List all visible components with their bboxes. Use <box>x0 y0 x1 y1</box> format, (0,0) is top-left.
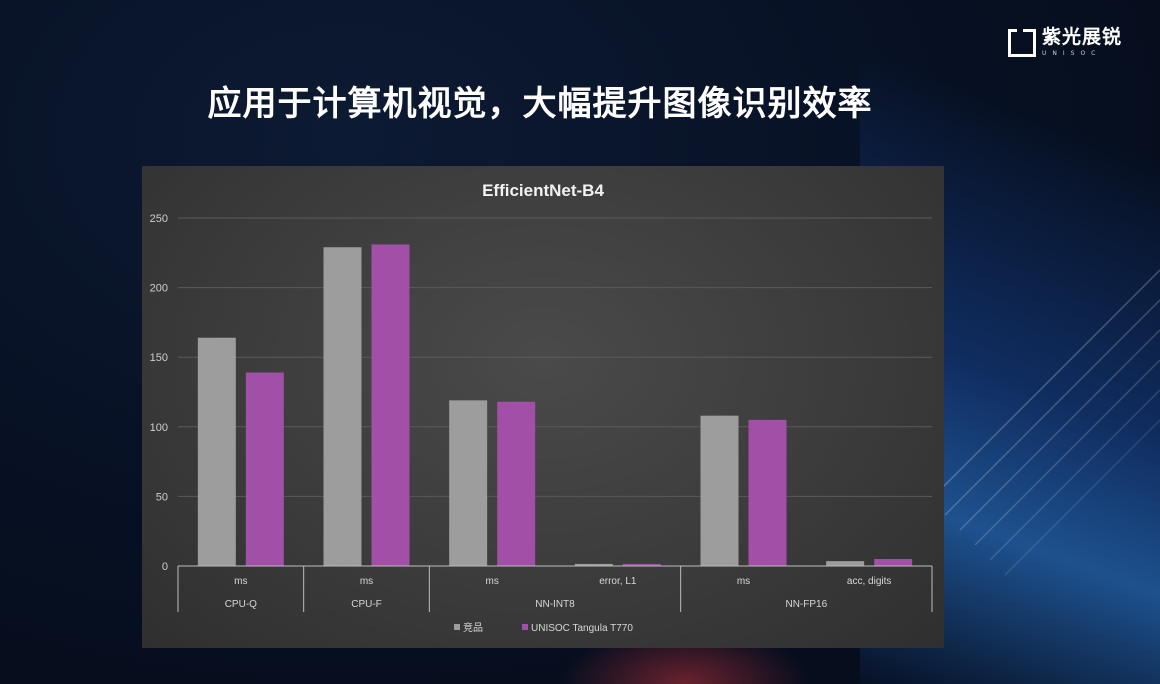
bar-unisoc <box>622 563 661 566</box>
x-axis: ms ms ms error, L1 ms acc, digits CPU-Q CPU-F NN… <box>177 565 933 612</box>
bar-unisoc <box>245 372 284 566</box>
chart-panel: EfficientNet-B4 0 50 100 150 200 250 ms ms ms er… <box>142 166 944 648</box>
y-tick-label: 50 <box>156 491 168 503</box>
bar-chart: EfficientNet-B4 0 50 100 150 200 250 ms ms ms er… <box>150 181 933 634</box>
x-group-label: NN-INT8 <box>535 599 575 610</box>
y-tick-label: 0 <box>162 561 168 573</box>
bar-unisoc <box>748 419 787 566</box>
y-tick-label: 250 <box>150 213 168 225</box>
brand-logo: 紫光展锐 UNISOC <box>1007 26 1122 57</box>
unisoc-logo-icon <box>1007 28 1036 57</box>
legend-swatch <box>454 624 460 630</box>
bars <box>197 244 913 566</box>
legend-label: UNISOC Tangula T770 <box>531 623 633 634</box>
chart-title: EfficientNet-B4 <box>482 181 604 200</box>
x-tick-label: ms <box>360 576 373 587</box>
brand-name: 紫光展锐 <box>1041 26 1122 48</box>
bar-competitor <box>574 563 613 566</box>
brand-subtitle: UNISOC <box>1041 50 1102 57</box>
x-tick-label: ms <box>234 576 247 587</box>
bar-competitor <box>323 247 362 566</box>
x-group-label: NN-FP16 <box>785 599 827 610</box>
x-tick-label: error, L1 <box>599 576 637 587</box>
bar-unisoc <box>874 559 913 566</box>
legend-swatch <box>522 624 528 630</box>
page-title: 应用于计算机视觉，大幅提升图像识别效率 <box>207 84 873 124</box>
y-tick-label: 200 <box>150 283 168 295</box>
bar-competitor <box>826 561 865 566</box>
legend-label: 竞品 <box>463 621 483 634</box>
bar-competitor <box>449 400 488 566</box>
bar-unisoc <box>497 401 536 566</box>
bar-unisoc <box>371 244 410 566</box>
x-tick-label: ms <box>737 576 750 587</box>
bar-competitor <box>197 337 236 566</box>
diagonal-lines-decoration <box>929 269 1160 576</box>
x-group-label: CPU-F <box>351 599 382 610</box>
y-tick-label: 100 <box>150 422 168 434</box>
legend: 竞品 UNISOC Tangula T770 <box>454 621 633 634</box>
y-axis-ticks: 0 50 100 150 200 250 <box>150 213 168 573</box>
y-tick-label: 150 <box>150 352 168 364</box>
gridlines <box>178 217 932 497</box>
x-tick-label: acc, digits <box>847 576 891 587</box>
bar-competitor <box>700 415 739 566</box>
x-group-label: CPU-Q <box>225 599 257 610</box>
x-tick-label: ms <box>485 576 498 587</box>
